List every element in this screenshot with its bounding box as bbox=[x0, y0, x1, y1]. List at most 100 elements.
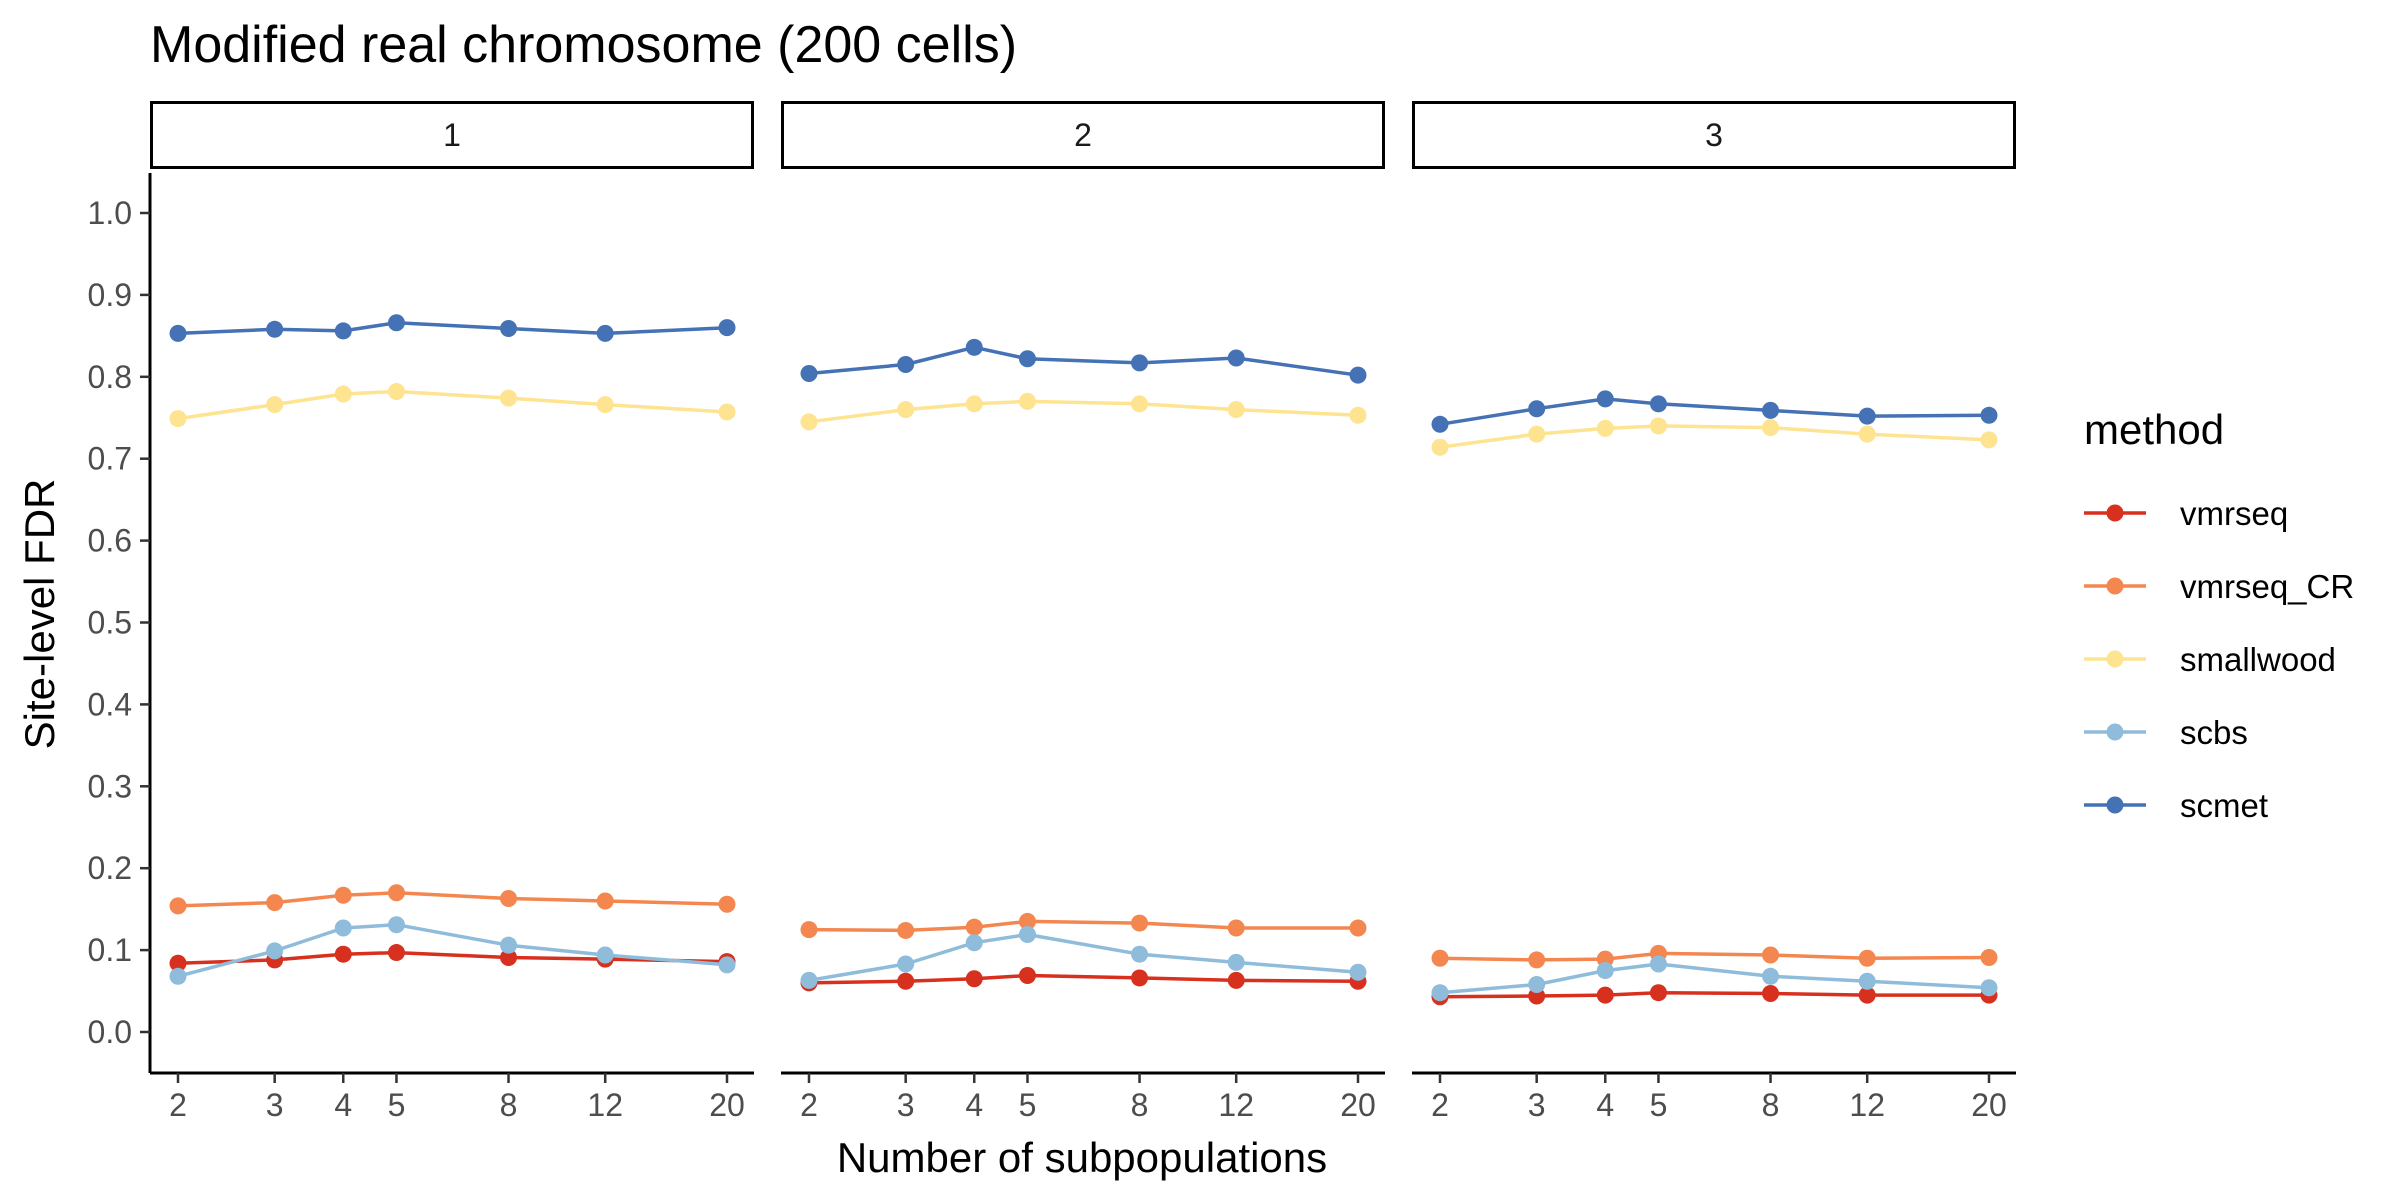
x-tick-label: 8 bbox=[500, 1087, 518, 1123]
data-point bbox=[500, 389, 518, 407]
data-point bbox=[387, 944, 405, 962]
legend-label: smallwood bbox=[2180, 641, 2336, 678]
legend-key-point bbox=[2106, 577, 2124, 595]
series-vmrseq_CR bbox=[1431, 944, 1998, 969]
legend-label: scbs bbox=[2180, 714, 2248, 751]
x-tick-label: 2 bbox=[1431, 1087, 1449, 1123]
data-point bbox=[596, 396, 614, 414]
x-tick-label: 8 bbox=[1131, 1087, 1149, 1123]
series-line bbox=[808, 399, 1359, 424]
data-point bbox=[1431, 438, 1449, 456]
data-point bbox=[266, 320, 284, 338]
data-point bbox=[800, 365, 818, 383]
facet-strip-label: 3 bbox=[1705, 117, 1723, 153]
data-point bbox=[1431, 984, 1449, 1002]
data-point bbox=[334, 919, 352, 937]
data-point bbox=[897, 972, 915, 990]
data-point bbox=[1018, 912, 1036, 930]
x-tick-label: 2 bbox=[800, 1087, 818, 1123]
data-point bbox=[1349, 919, 1367, 937]
data-point bbox=[1131, 914, 1149, 932]
y-tick-label: 0.4 bbox=[88, 686, 132, 722]
data-point bbox=[1649, 955, 1667, 973]
data-point bbox=[1762, 946, 1780, 964]
data-point bbox=[500, 936, 518, 954]
data-point bbox=[1649, 984, 1667, 1002]
data-point bbox=[1762, 967, 1780, 985]
facet-strip bbox=[150, 101, 754, 169]
x-tick-label: 12 bbox=[587, 1087, 623, 1123]
x-tick-label: 20 bbox=[1340, 1087, 1376, 1123]
series-line bbox=[808, 932, 1359, 983]
legend-title: method bbox=[2084, 406, 2224, 453]
legend-label: vmrseq_CR bbox=[2180, 568, 2354, 605]
x-tick-label: 5 bbox=[1650, 1087, 1668, 1123]
x-tick-label: 3 bbox=[897, 1087, 915, 1123]
data-point bbox=[1018, 392, 1036, 410]
data-point bbox=[1227, 919, 1245, 937]
data-point bbox=[387, 383, 405, 401]
data-point bbox=[1596, 419, 1614, 437]
data-point bbox=[1858, 425, 1876, 443]
legend-key-point bbox=[2106, 504, 2124, 522]
series-line bbox=[1439, 424, 1990, 449]
data-point bbox=[1858, 949, 1876, 967]
legend-item-smallwood: smallwood bbox=[2084, 641, 2336, 678]
data-point bbox=[1227, 401, 1245, 419]
series-line bbox=[1439, 962, 1990, 995]
series-scmet bbox=[800, 338, 1367, 384]
data-point bbox=[169, 897, 187, 915]
series-vmrseq bbox=[1431, 984, 1998, 1006]
data-point bbox=[169, 410, 187, 428]
x-tick-label: 3 bbox=[1528, 1087, 1546, 1123]
data-point bbox=[1858, 407, 1876, 425]
x-tick-label: 4 bbox=[334, 1087, 352, 1123]
data-point bbox=[596, 324, 614, 342]
data-point bbox=[897, 356, 915, 374]
series-scbs bbox=[1431, 955, 1998, 1002]
data-point bbox=[965, 395, 983, 413]
data-point bbox=[1349, 963, 1367, 981]
y-tick-label: 0.8 bbox=[88, 359, 132, 395]
data-point bbox=[596, 892, 614, 910]
x-tick-label: 2 bbox=[169, 1087, 187, 1123]
y-axis-title: Site-level FDR bbox=[16, 479, 63, 750]
data-point bbox=[1762, 419, 1780, 437]
data-point bbox=[334, 322, 352, 340]
x-tick-label: 20 bbox=[1971, 1087, 2007, 1123]
legend-label: scmet bbox=[2180, 787, 2268, 824]
data-point bbox=[387, 314, 405, 332]
data-point bbox=[1227, 953, 1245, 971]
chart-title: Modified real chromosome (200 cells) bbox=[150, 16, 1017, 74]
data-point bbox=[965, 970, 983, 988]
data-point bbox=[1349, 366, 1367, 384]
data-point bbox=[1980, 979, 1998, 997]
data-point bbox=[1528, 425, 1546, 443]
data-point bbox=[1131, 969, 1149, 987]
data-point bbox=[500, 948, 518, 966]
data-point bbox=[897, 921, 915, 939]
x-tick-label: 5 bbox=[1019, 1087, 1037, 1123]
data-point bbox=[500, 319, 518, 337]
data-point bbox=[266, 894, 284, 912]
data-point bbox=[169, 967, 187, 985]
series-scbs bbox=[800, 926, 1367, 989]
data-point bbox=[1018, 966, 1036, 984]
data-point bbox=[800, 971, 818, 989]
data-point bbox=[718, 403, 736, 421]
x-tick-label: 4 bbox=[1596, 1087, 1614, 1123]
data-point bbox=[1596, 986, 1614, 1004]
y-tick-label: 0.5 bbox=[88, 605, 132, 641]
x-tick-label: 12 bbox=[1218, 1087, 1254, 1123]
series-line bbox=[808, 919, 1358, 933]
data-point bbox=[334, 945, 352, 963]
facet-strip bbox=[781, 101, 1385, 169]
legend-label: vmrseq bbox=[2180, 495, 2288, 532]
data-point bbox=[1131, 945, 1149, 963]
data-point bbox=[897, 401, 915, 419]
data-point bbox=[334, 385, 352, 403]
x-tick-label: 4 bbox=[965, 1087, 983, 1123]
data-point bbox=[718, 319, 736, 337]
data-point bbox=[1431, 415, 1449, 433]
data-point bbox=[1858, 986, 1876, 1004]
